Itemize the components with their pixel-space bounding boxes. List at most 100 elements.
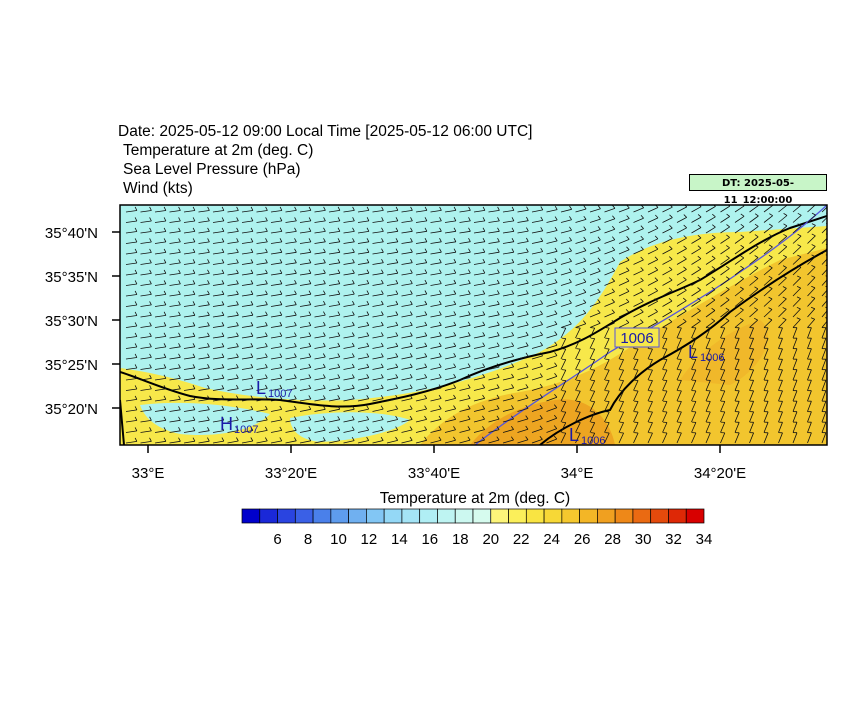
wind-barb <box>285 314 297 318</box>
wind-barb <box>299 419 311 423</box>
wind-barb <box>575 302 587 307</box>
wind-barb-feather <box>424 342 428 347</box>
wind-barb <box>154 399 166 402</box>
wind-barb <box>662 390 668 402</box>
wind-barb <box>125 346 137 349</box>
wind-barb <box>560 432 567 444</box>
wind-barb-feather <box>453 290 457 295</box>
wind-barb <box>763 432 769 444</box>
wind-barb <box>720 268 730 276</box>
wind-barb <box>502 429 514 433</box>
wind-barb-feather <box>576 358 581 360</box>
wind-barb <box>343 419 355 423</box>
wind-barb-feather <box>163 364 167 369</box>
wind-barb <box>821 359 827 370</box>
wind-barb <box>343 440 355 444</box>
wind-barb <box>328 304 340 307</box>
wind-barb-feather <box>453 405 457 410</box>
wind-barb-feather <box>497 238 500 242</box>
wind-barb-feather <box>697 214 702 218</box>
wind-barb <box>734 401 740 412</box>
wind-barb <box>125 315 137 318</box>
wind-barb <box>299 367 311 370</box>
wind-barb-feather <box>453 373 457 378</box>
wind-barb <box>473 377 485 381</box>
wind-barb <box>415 429 427 433</box>
wind-barb-feather <box>178 343 181 347</box>
wind-barb <box>314 408 326 412</box>
wind-barb-feather <box>497 258 500 263</box>
wind-barb <box>763 319 773 328</box>
wind-barb-feather <box>337 374 341 379</box>
wind-barb <box>285 398 297 402</box>
wind-barb <box>821 206 827 213</box>
wind-barb-feather <box>323 248 326 253</box>
wind-barb <box>328 314 340 318</box>
wind-barb <box>401 366 413 370</box>
wind-barb <box>227 430 239 433</box>
wind-barb-feather <box>783 233 788 237</box>
wind-barb-feather <box>149 406 152 411</box>
wind-barb-feather <box>468 206 471 211</box>
wind-barb <box>169 346 181 349</box>
colorbar-swatch <box>294 508 314 524</box>
wind-barb <box>792 338 798 349</box>
wind-barb <box>357 293 369 297</box>
wind-barb-feather <box>496 290 500 295</box>
wind-barb <box>299 251 311 255</box>
colorbar-swatch <box>419 508 438 524</box>
wind-barb-feather <box>424 238 428 242</box>
wind-barb <box>212 377 224 381</box>
wind-barb-feather <box>293 416 297 421</box>
wind-barb-feather <box>597 320 601 324</box>
wind-barb <box>821 268 827 276</box>
wind-barb-feather <box>134 248 138 253</box>
wind-barb <box>807 338 812 349</box>
wind-barb-feather <box>265 363 268 368</box>
wind-barb-feather <box>323 300 326 305</box>
wind-barb <box>517 418 529 423</box>
wind-barb <box>343 262 355 265</box>
wind-barb <box>821 217 827 223</box>
wind-barb-feather <box>583 247 587 251</box>
wind-barb <box>357 272 369 276</box>
wind-barb-feather <box>640 256 644 261</box>
wind-barb <box>328 231 340 234</box>
wind-barb <box>140 273 152 276</box>
wind-barb-feather <box>395 321 399 326</box>
wind-barb-feather <box>511 342 515 347</box>
wind-barb <box>328 377 340 381</box>
wind-barb-feather <box>482 352 486 357</box>
wind-barb <box>256 231 268 234</box>
wind-barb <box>618 380 624 391</box>
wind-barb <box>357 210 369 213</box>
wind-barb-feather <box>149 385 152 390</box>
isobar-label-box <box>614 327 660 348</box>
wind-barb <box>647 321 658 328</box>
wind-barb-feather <box>782 317 787 320</box>
wind-barb-feather <box>236 426 239 431</box>
wind-barb-feather <box>308 416 312 421</box>
wind-barb <box>589 390 596 402</box>
wind-barb-feather <box>178 416 181 421</box>
wind-barb-feather <box>294 363 297 368</box>
wind-barb-feather <box>768 265 773 269</box>
wind-barb <box>749 359 754 370</box>
wind-barb-feather <box>134 290 138 295</box>
wind-barb <box>618 348 624 360</box>
wind-barb <box>169 220 181 223</box>
colorbar-swatch <box>401 508 421 524</box>
wind-barb <box>633 269 644 276</box>
wind-barb <box>401 440 413 444</box>
wind-barb <box>763 380 769 391</box>
wind-barb <box>821 299 827 307</box>
wind-barb <box>444 210 456 213</box>
wind-barb <box>546 303 558 307</box>
wind-barb-feather <box>697 266 702 270</box>
wind-barb-feather <box>467 394 471 399</box>
wind-barb <box>546 271 558 276</box>
wind-barb <box>763 348 769 360</box>
wind-barb-feather <box>539 383 543 388</box>
pressure-field-label: Sea Level Pressure (hPa) <box>123 161 301 178</box>
lat-label: 35°30'N <box>45 313 98 330</box>
